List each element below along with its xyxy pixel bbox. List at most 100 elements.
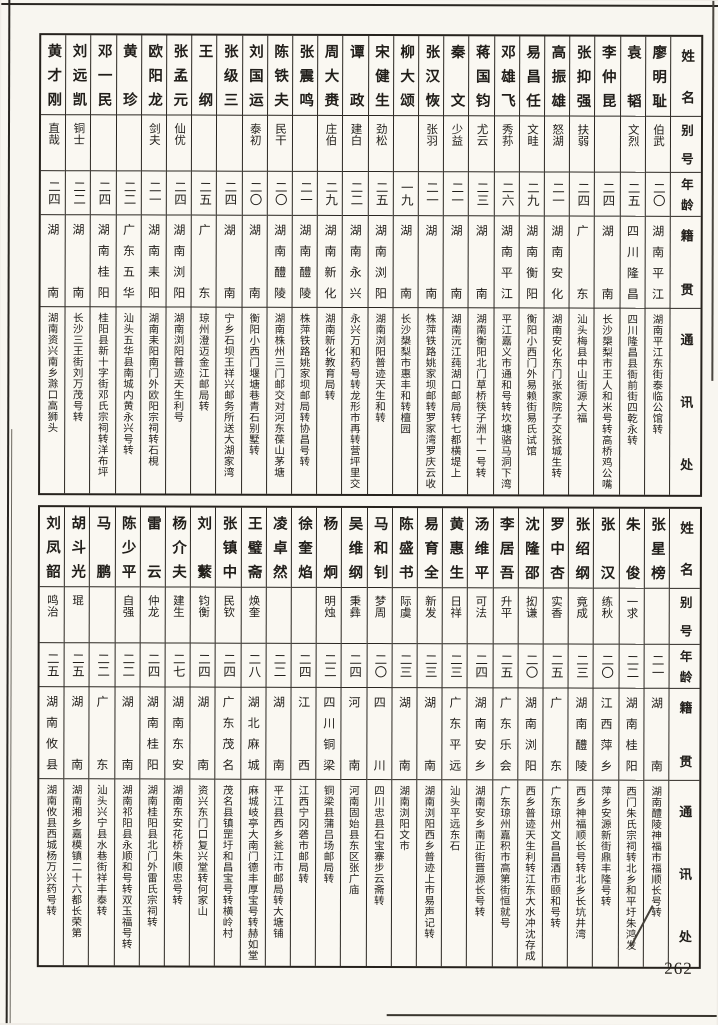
person-age: 二四 [166,171,192,216]
person-address: 湖南浏阳普迹天生和转 [373,313,386,424]
person-name: 王纲 [192,35,217,116]
person-alias: 民干 [267,115,292,172]
person-origin: 四川隆昌 [620,216,645,309]
person-name: 邓雄飞 [494,36,520,117]
person-name: 秦文 [444,36,469,117]
person-age: 二四 [190,643,215,688]
person-address: 湖南衡阳北门草桥筷子洲十一号转 [474,313,487,479]
person-column: 黄珍 二二 广东五华 汕头五华县南城内黄永兴号转 [114,35,141,494]
header-name-label: 姓名 [669,508,701,589]
person-age: 二一 [443,172,469,217]
person-column: 易昌任 文畦 二九 湖南衡阳 衡阳小西门外易赖街易氏试馆 [517,36,545,495]
person-origin: 湖南攸县 [39,687,64,780]
person-origin: 湖南 [644,688,669,781]
person-address: 河南固始县东区张广庙 [347,784,359,896]
header-alias-label: 别号 [670,116,702,173]
header-origin-label: 籍贯 [670,216,701,309]
person-name: 高振雄 [545,36,570,117]
person-age: 二四 [467,644,493,689]
person-name: 马鹏 [90,507,115,588]
person-origin: 四川 [366,688,392,781]
person-column: 黄惠生 日祥 二三 广东平远 汕头平远东石 [440,508,468,967]
person-address: 株萍铁路姚家坝邮局转协昌号转 [298,312,310,467]
scan-edge-left-inner [9,429,13,1024]
person-address: 汕头五华县南城内黄永兴号转 [121,312,134,456]
person-name: 蒋国钧 [469,36,494,117]
person-age: 二二 [89,643,115,688]
person-column: 胡斗光琨二五 湖南 湖南湘乡嘉模镇二十六都长荣第 [62,507,90,966]
person-age: 二三 [392,644,417,689]
person-alias: 仙优 [166,115,192,172]
person-name: 易育全 [417,508,443,589]
person-origin: 湖南 [114,687,140,780]
person-name: 朱俊 [619,508,644,589]
person-column: 张级三 二四 湖南 宁乡石坝王祥兴邮务所送大湖家湾 [215,35,242,494]
person-alias: 文烈 [620,116,645,173]
person-origin: 湖南 [242,215,267,308]
person-name: 谭政 [343,35,368,117]
person-origin: 湖南 [443,216,469,309]
person-name: 张级三 [217,35,242,116]
person-column: 徐奎焰 二四 江西 江西宁冈砻市邮局转 [289,507,317,966]
person-column: 杨炯 明烛 二二 四川铜梁 铜梁县蒲吕场邮局转 [314,507,342,966]
person-name: 张抑强 [570,36,595,117]
person-address: 湖南祁阳县永顺和号转双玉福号转 [120,784,133,950]
person-age: 二〇 [367,644,392,689]
person-address: 湖南湘乡嘉模镇二十六都长荣第 [70,784,82,939]
person-origin: 江西 [291,687,316,780]
person-origin: 湖南永兴 [342,215,368,309]
person-address: 四川隆昌县衙前街四乾永转 [625,313,638,446]
person-age: 二四 [341,643,367,689]
person-address: 湖南攸县西城杨万兴药号转 [45,784,57,917]
person-origin: 湖北麻城 [240,687,266,780]
header-origin-label: 籍贯 [669,688,700,781]
person-alias [217,115,242,172]
person-column: 张抑强 扶弱 二四 广东 汕头梅县中山街源大福 [568,36,595,495]
person-alias: 焕奎 [241,587,266,644]
person-name: 陈少平 [115,507,140,588]
header-age-label: 年龄 [670,172,701,217]
person-alias [595,116,620,173]
person-age: 二二 [116,171,141,216]
person-name: 易昌任 [519,36,545,117]
person-alias: 琨 [64,587,90,644]
person-column: 陈盛书 际虞 二三 湖南 湖南浏阳文市 [390,508,417,967]
person-address: 长沙槼梨市王人和米号转高桥鸡公嘴 [600,313,613,490]
person-column: 杨介夫 建生 二七 湖南东安 湖南东安花桥朱顺忠号转 [163,507,191,966]
person-alias: 民钦 [215,587,241,644]
person-name: 徐奎焰 [291,507,317,588]
person-address: 株萍铁路姚家坝邮转罗家湾罗庆云收 [424,313,436,490]
person-alias: 建白 [343,115,368,173]
person-age: 二四 [217,171,242,216]
person-alias: 实香 [543,588,568,645]
directory-table-bottom: 姓名 别号 年龄 籍贯 通讯处 张星榜 二一 湖南 湖南醴陵神福市福顺长号转 朱俊 一求 二二 湖南桂阳… [36,505,703,969]
person-column: 黄才刚 直哉 二四 湖南 湖南资兴南乡滁口高狮头 [40,35,66,493]
person-origin: 广东 [569,216,595,309]
person-name: 张绍纲 [568,508,594,589]
person-alias: 伯武 [645,116,671,173]
person-address: 湖南新化教育局转 [323,312,335,401]
person-alias: 升平 [493,588,518,645]
person-age: 二四 [215,643,241,688]
person-name: 黄惠生 [442,508,468,589]
person-address: 湖南资兴南乡滁口高狮头 [46,312,58,434]
person-age: 二四 [140,643,165,688]
person-origin: 河南 [341,687,367,781]
person-name: 李居吾 [493,508,518,589]
person-age: 一九 [393,172,418,217]
person-age: 二五 [39,643,64,688]
person-name: 宋健生 [368,36,394,117]
person-column: 刘国运 泰初 二〇 湖南 衡阳小西门堰塘巷青石别墅转 [240,35,267,494]
person-name: 柳大颂 [393,36,419,117]
person-address: 广东琼州文昌昌酒市颐和号转 [549,785,561,929]
person-alias: 梦周 [367,588,392,645]
person-origin: 广东 [191,215,217,308]
scan-edge-top [1,3,718,7]
person-alias: 可法 [468,588,493,645]
person-age: 二〇 [242,171,267,216]
person-address: 湖南浏阳普迹天生利号 [172,312,184,423]
person-origin: 湖南桂阳 [90,215,116,308]
person-alias: 张羽 [418,116,444,173]
person-alias: 怒湖 [544,116,570,173]
person-age: 二五 [620,172,645,217]
